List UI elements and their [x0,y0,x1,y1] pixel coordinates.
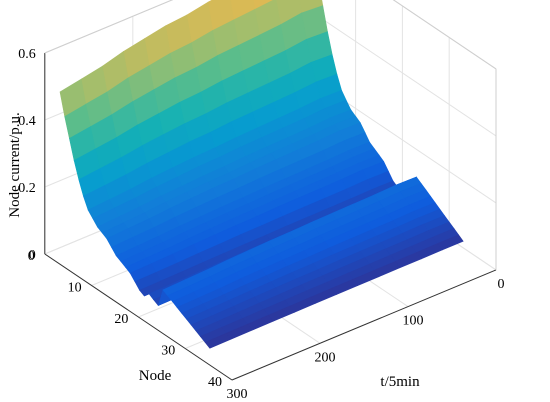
t-axis-label: t/5min [380,374,420,390]
node-tick-label: 20 [114,312,128,327]
z-tick-label: 0.6 [18,47,36,62]
surface-mesh [59,0,464,349]
back-wall-gridline-z [308,9,497,137]
z-tick-label: 0.4 [18,114,36,129]
box-edge [44,0,174,54]
t-tick-label: 300 [227,387,248,402]
z-tick-label: 0.2 [18,181,36,196]
axis-line-node [44,253,233,381]
node-tick-label: 0 [28,249,35,264]
z-axis-label: Node current/p.u. [7,112,23,217]
node-tick-label: 10 [68,281,82,296]
surface-patch [204,332,232,349]
t-tick-label: 0 [498,277,505,292]
node-axis-label: Node [139,368,172,384]
node-tick-label: 30 [161,344,175,359]
z-tick-label: 0 [29,248,36,263]
t-tick-label: 100 [403,314,424,329]
node-tick-label: 40 [208,375,222,390]
t-tick-label: 200 [315,350,336,365]
box-edge [392,0,497,70]
axis-line-t [231,269,497,381]
